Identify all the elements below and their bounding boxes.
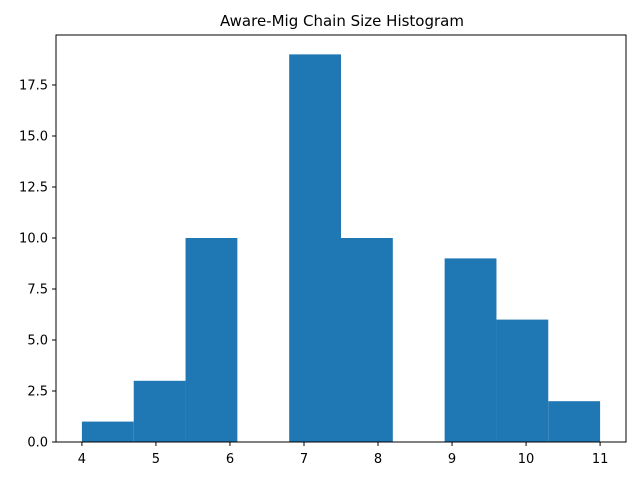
- y-tick-label: 0.0: [27, 436, 48, 451]
- x-tick-label: 6: [226, 452, 234, 467]
- x-tick-label: 7: [300, 452, 308, 467]
- x-tick-label: 9: [448, 452, 456, 467]
- axes-group: 4 5 6 7 8 9 10 11 0.0 2.5 5.0 7.5 10.0 12.5 15.0 17.5: [19, 34, 627, 467]
- x-tick-label: 8: [374, 452, 382, 467]
- histogram-bar: [133, 380, 186, 442]
- histogram-bar: [496, 319, 549, 442]
- chart-title: Aware-Mig Chain Size Histogram: [220, 12, 464, 30]
- histogram-bar: [341, 237, 393, 442]
- y-tick-label: 10.0: [19, 231, 48, 246]
- y-tick-label: 17.5: [19, 78, 48, 93]
- y-tick-label: 5.0: [27, 333, 48, 348]
- histogram-bar: [289, 54, 341, 442]
- x-tick-label: 10: [518, 452, 535, 467]
- bars-group: [81, 54, 601, 442]
- x-tick-label: 5: [152, 452, 160, 467]
- plot-frame: [55, 34, 627, 443]
- histogram-bar: [81, 421, 134, 442]
- y-tick-label: 15.0: [19, 129, 48, 144]
- x-tick-label: 11: [592, 452, 609, 467]
- y-tick-label: 7.5: [27, 282, 48, 297]
- y-tick-label: 2.5: [27, 384, 48, 399]
- histogram-bar: [548, 401, 601, 442]
- histogram-bar: [444, 258, 497, 442]
- histogram-bar: [185, 237, 238, 442]
- x-tick-label: 4: [78, 452, 86, 467]
- y-tick-label: 12.5: [19, 180, 48, 195]
